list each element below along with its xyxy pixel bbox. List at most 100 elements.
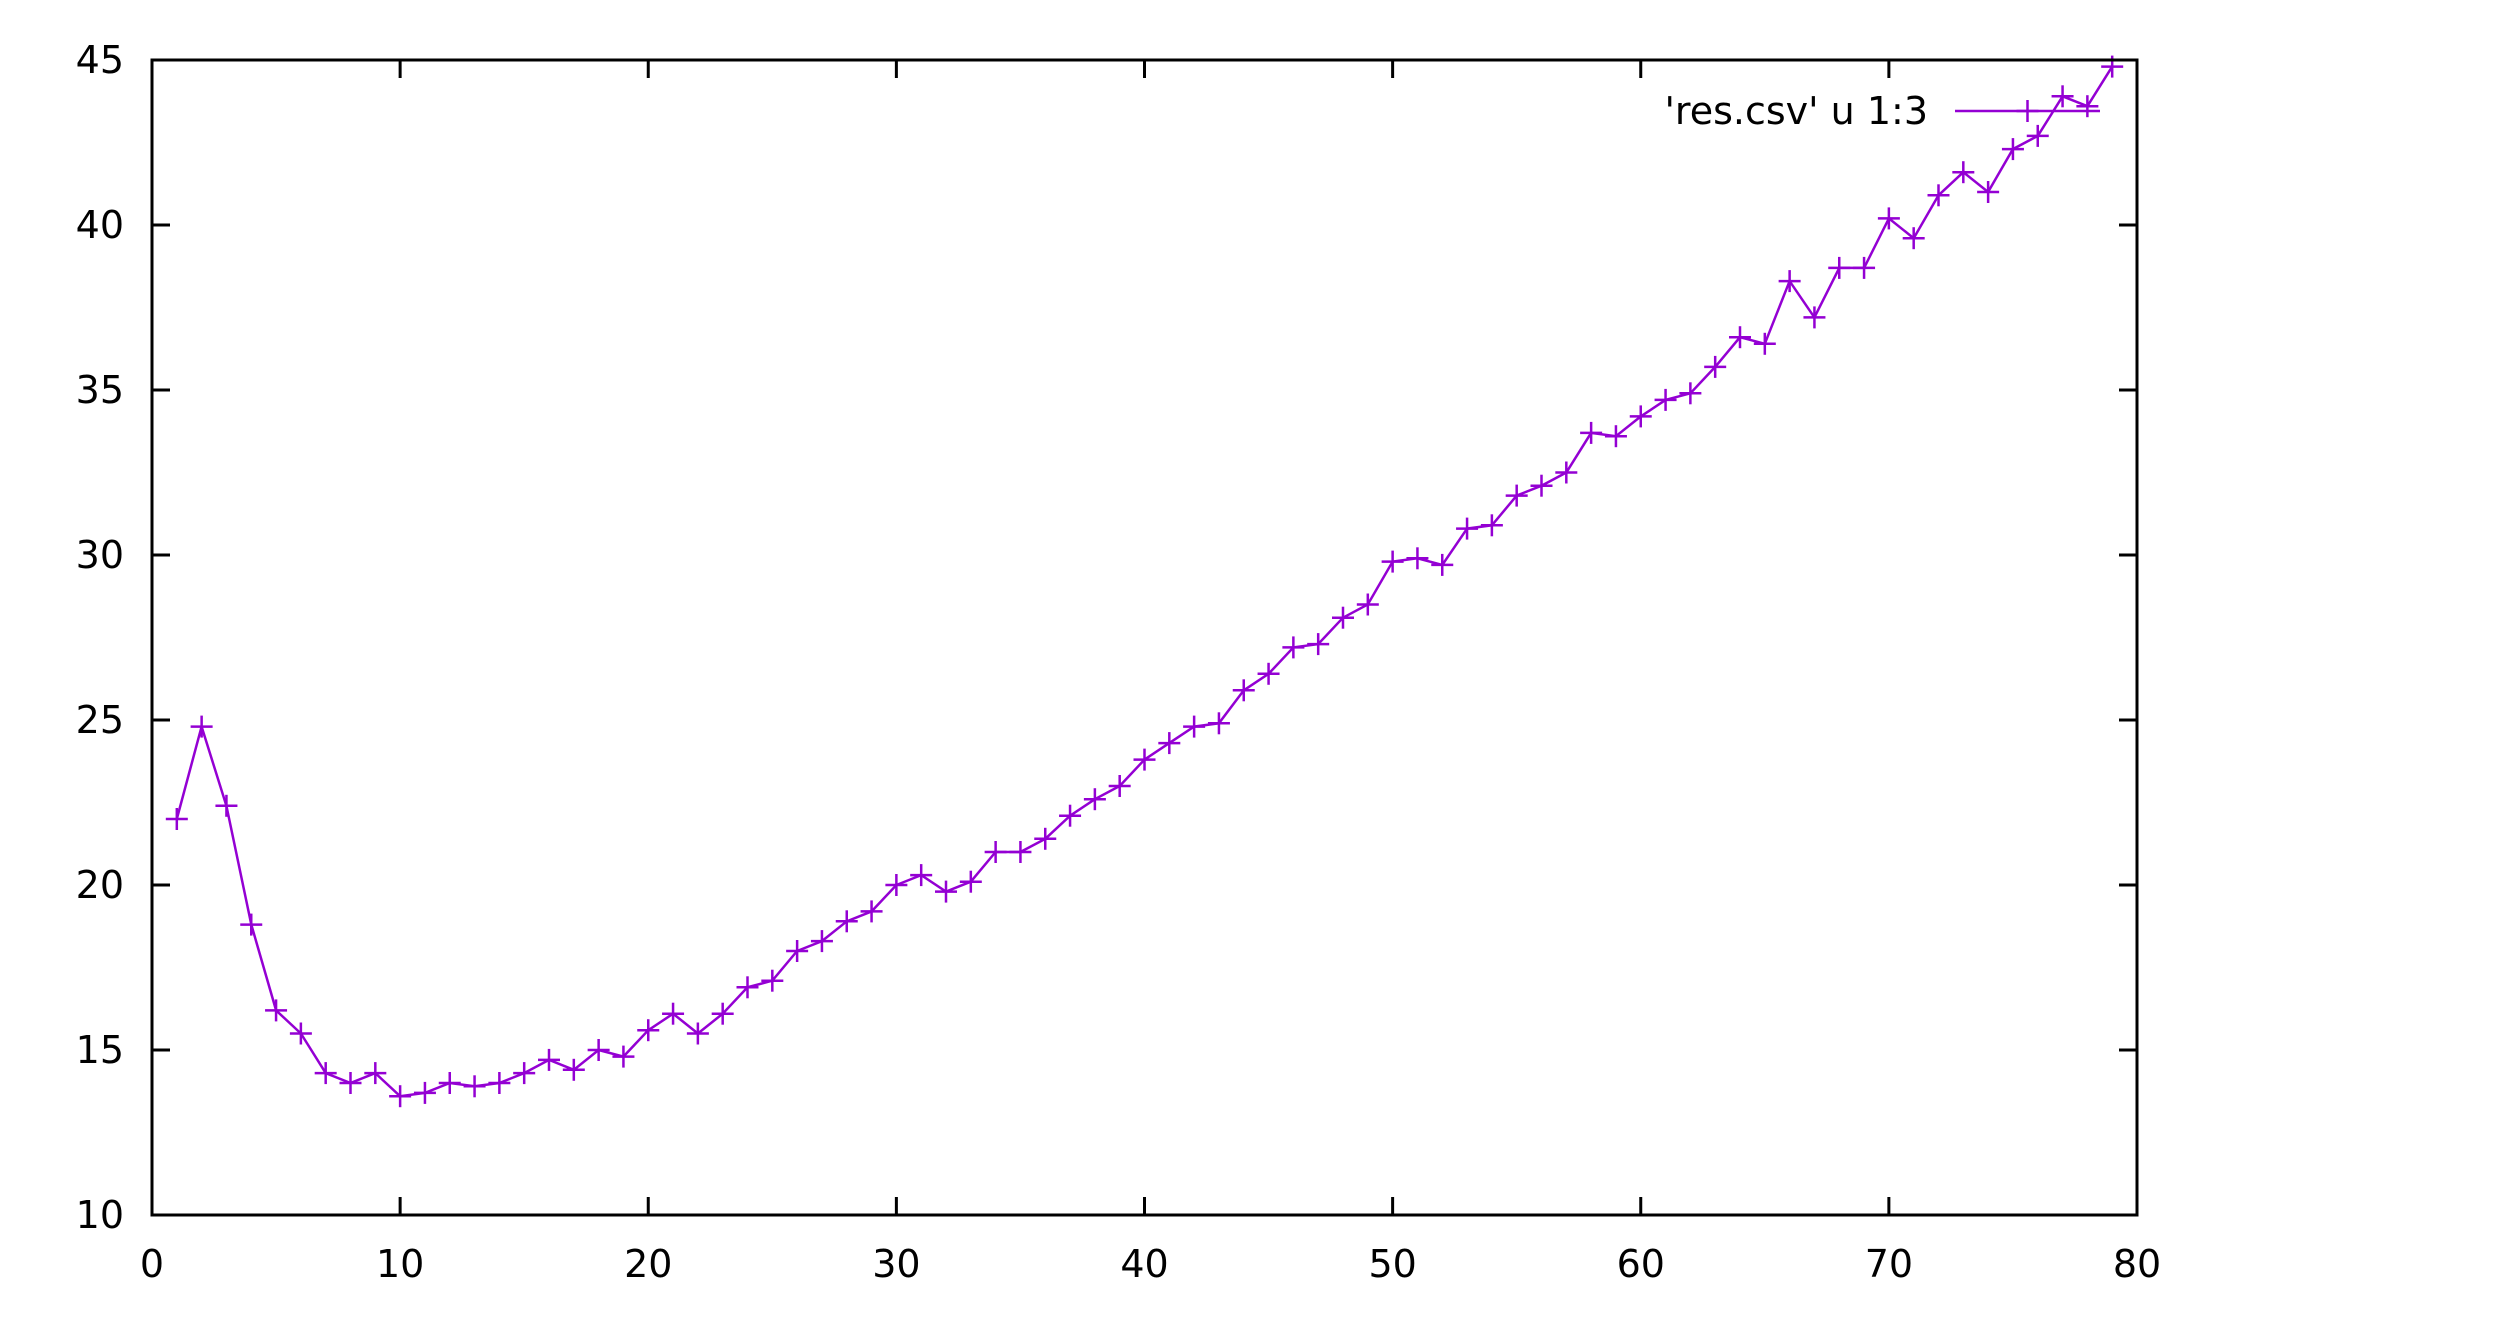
data-point [1257,662,1280,685]
data-point [1456,517,1479,540]
data-point [165,808,188,830]
data-point [686,1022,709,1045]
data-point [1704,355,1727,378]
y-tick-label: 20 [76,863,124,907]
x-tick-label: 20 [624,1242,672,1286]
data-point [190,715,213,738]
y-tick-label: 45 [76,38,124,82]
x-tick-label: 60 [1617,1242,1665,1286]
data-point [1059,804,1082,827]
data-point [1654,388,1677,411]
data-point [1133,748,1156,771]
data-point [1828,256,1851,279]
data-point [786,940,809,962]
data-point [1555,461,1578,484]
data-point [1108,775,1131,797]
data-point [1431,553,1454,576]
data-point [1877,207,1900,230]
data-point [1679,382,1702,405]
data-point [463,1075,486,1098]
y-tick-label: 10 [76,1193,124,1237]
series-layer [165,55,2124,1108]
data-point [935,880,957,903]
data-point [215,794,238,817]
legend-marker [2016,100,2039,122]
legend-marker-sample [2016,100,2039,122]
data-point [289,1022,312,1045]
data-point [1232,679,1255,702]
data-point [1729,326,1751,349]
data-point [1332,606,1354,629]
data-point [1406,547,1429,570]
data-point [736,976,759,999]
data-point [612,1045,635,1068]
plot-frame [150,58,2139,1217]
data-point [389,1085,412,1108]
data-point [1530,474,1553,497]
data-point [637,1019,660,1042]
data-point [364,1062,387,1085]
data-point [761,969,784,992]
data-point [984,841,1007,863]
x-tick-label: 0 [140,1242,164,1286]
data-point [265,999,288,1022]
data-point [662,1002,685,1025]
data-point [413,1081,436,1104]
data-point [538,1048,560,1071]
data-point [1952,161,1975,184]
data-point [562,1058,585,1081]
data-point [1853,256,1876,279]
y-tick-label: 30 [76,533,124,577]
data-point [1282,636,1305,659]
data-point [1480,514,1503,537]
data-point [1034,827,1057,850]
data-point [885,874,908,896]
data-point [1183,715,1206,738]
y-tick-label: 40 [76,203,124,247]
x-tick-label: 70 [1865,1242,1913,1286]
data-point [1158,732,1181,755]
data-point [2076,95,2099,118]
data-point [1009,841,1032,863]
data-point [1307,633,1330,656]
data-point [587,1039,610,1061]
data-point [314,1062,337,1085]
data-point [1753,332,1776,355]
data-point [1778,270,1801,293]
x-tick-label: 30 [872,1242,920,1286]
x-tick-label: 40 [1120,1242,1168,1286]
data-point [1381,550,1404,573]
data-point [2051,85,2074,108]
y-tick-label: 35 [76,368,124,412]
legend-label: 'res.csv' u 1:3 [1664,89,1928,133]
data-point [1083,788,1106,811]
x-tick-label: 80 [2113,1242,2161,1286]
data-point [860,900,883,923]
axis-tick-labels: 0 10 20 30 40 50 60 70 80 10 15 20 25 30 35 40 45 [76,38,2162,1286]
data-point [1902,227,1925,250]
legend: 'res.csv' u 1:3 [1664,89,2100,133]
data-point [810,930,833,953]
data-point [339,1072,362,1094]
data-point [1604,425,1627,448]
data-point [438,1072,461,1094]
data-point [910,864,933,887]
data-point [513,1062,536,1085]
data-point [2001,138,2024,161]
data-point [1580,421,1603,444]
y-tick-label: 25 [76,698,124,742]
data-point [1505,484,1528,507]
data-point [1803,306,1826,329]
x-tick-label: 50 [1368,1242,1416,1286]
x-tick-label: 10 [376,1242,424,1286]
y-tick-label: 15 [76,1028,124,1072]
data-point [1977,181,2000,203]
data-point [240,913,263,936]
data-point [1927,184,1950,207]
data-point [1629,405,1652,428]
data-point [1207,712,1230,735]
data-point [2026,124,2049,147]
data-point [711,1002,734,1025]
